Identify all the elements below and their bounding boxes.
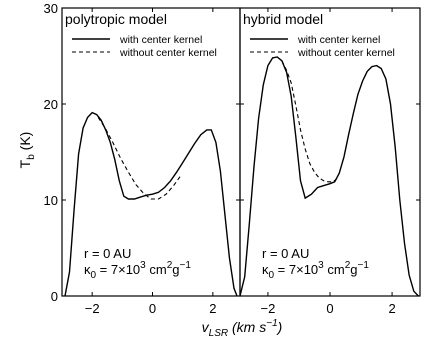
legend-label: without center kernel: [119, 47, 217, 59]
x-tick-label: −2: [85, 301, 100, 316]
x-tick-label: 0: [149, 301, 156, 316]
x-tick-label: 2: [388, 301, 395, 316]
y-tick-label: 10: [44, 193, 58, 208]
y-axis-label-unit: (K): [17, 132, 33, 155]
annotation-kappa-part: κ: [84, 262, 91, 277]
annotation-kappa-part: 2: [167, 260, 173, 271]
panel-hybrid: −2 0 2 hybrid model with center kernelwithou…: [239, 7, 421, 316]
annotation-kappa-part: −1: [179, 260, 191, 271]
x-axis-title: vLSR (km s−1): [202, 318, 283, 339]
panel-title: polytropic model: [65, 11, 167, 27]
x-axis-label-close: ): [276, 319, 283, 335]
legend-label: with center kernel: [119, 34, 202, 46]
x-tick-label: 0: [326, 301, 333, 316]
annotation-radius: r = 0 AU: [262, 246, 309, 261]
y-tick-label: 30: [44, 1, 58, 16]
legend-label: without center kernel: [297, 47, 395, 59]
x-axis-label-sub: LSR: [209, 328, 228, 339]
legend-label: with center kernel: [297, 34, 380, 46]
y-tick-label: 0: [51, 289, 58, 304]
series-with-center-kernel: [239, 56, 419, 297]
annotation-kappa-part: = 7×10: [274, 262, 318, 277]
annotation-kappa-part: cm: [324, 262, 345, 277]
annotation-kappa-part: 3: [140, 260, 146, 271]
annotation-kappa-part: 0: [269, 270, 275, 281]
x-tick-label: −2: [261, 301, 276, 316]
panel-title: hybrid model: [243, 11, 323, 27]
y-axis-label-sub: b: [26, 154, 37, 160]
annotation-radius: r = 0 AU: [84, 246, 131, 261]
annotation-kappa-part: g: [172, 262, 179, 277]
series-without-center-kernel: [97, 117, 182, 200]
annotation-kappa-part: κ: [262, 262, 269, 277]
x-axis-label-unit: (km s: [228, 319, 266, 335]
y-axis-title: Tb (K): [17, 132, 37, 169]
annotation-kappa: κ0 = 7×103 cm2g−1: [262, 260, 369, 281]
annotation-kappa-part: −1: [357, 260, 369, 271]
annotation-kappa-part: cm: [146, 262, 167, 277]
annotation-kappa: κ0 = 7×103 cm2g−1: [84, 260, 191, 281]
x-tick-label: 2: [209, 301, 216, 316]
y-tick-label: 20: [44, 97, 58, 112]
x-axis-label: v: [202, 319, 210, 335]
annotation-kappa-part: 3: [318, 260, 324, 271]
x-axis-label-sup: −1: [266, 318, 277, 329]
annotation-kappa-part: 0: [91, 270, 97, 281]
annotation-kappa-part: = 7×10: [96, 262, 140, 277]
y-axis-label: T: [17, 159, 33, 168]
series-without-center-kernel: [281, 60, 339, 183]
annotation-kappa-part: 2: [345, 260, 351, 271]
annotation-kappa-part: g: [350, 262, 357, 277]
